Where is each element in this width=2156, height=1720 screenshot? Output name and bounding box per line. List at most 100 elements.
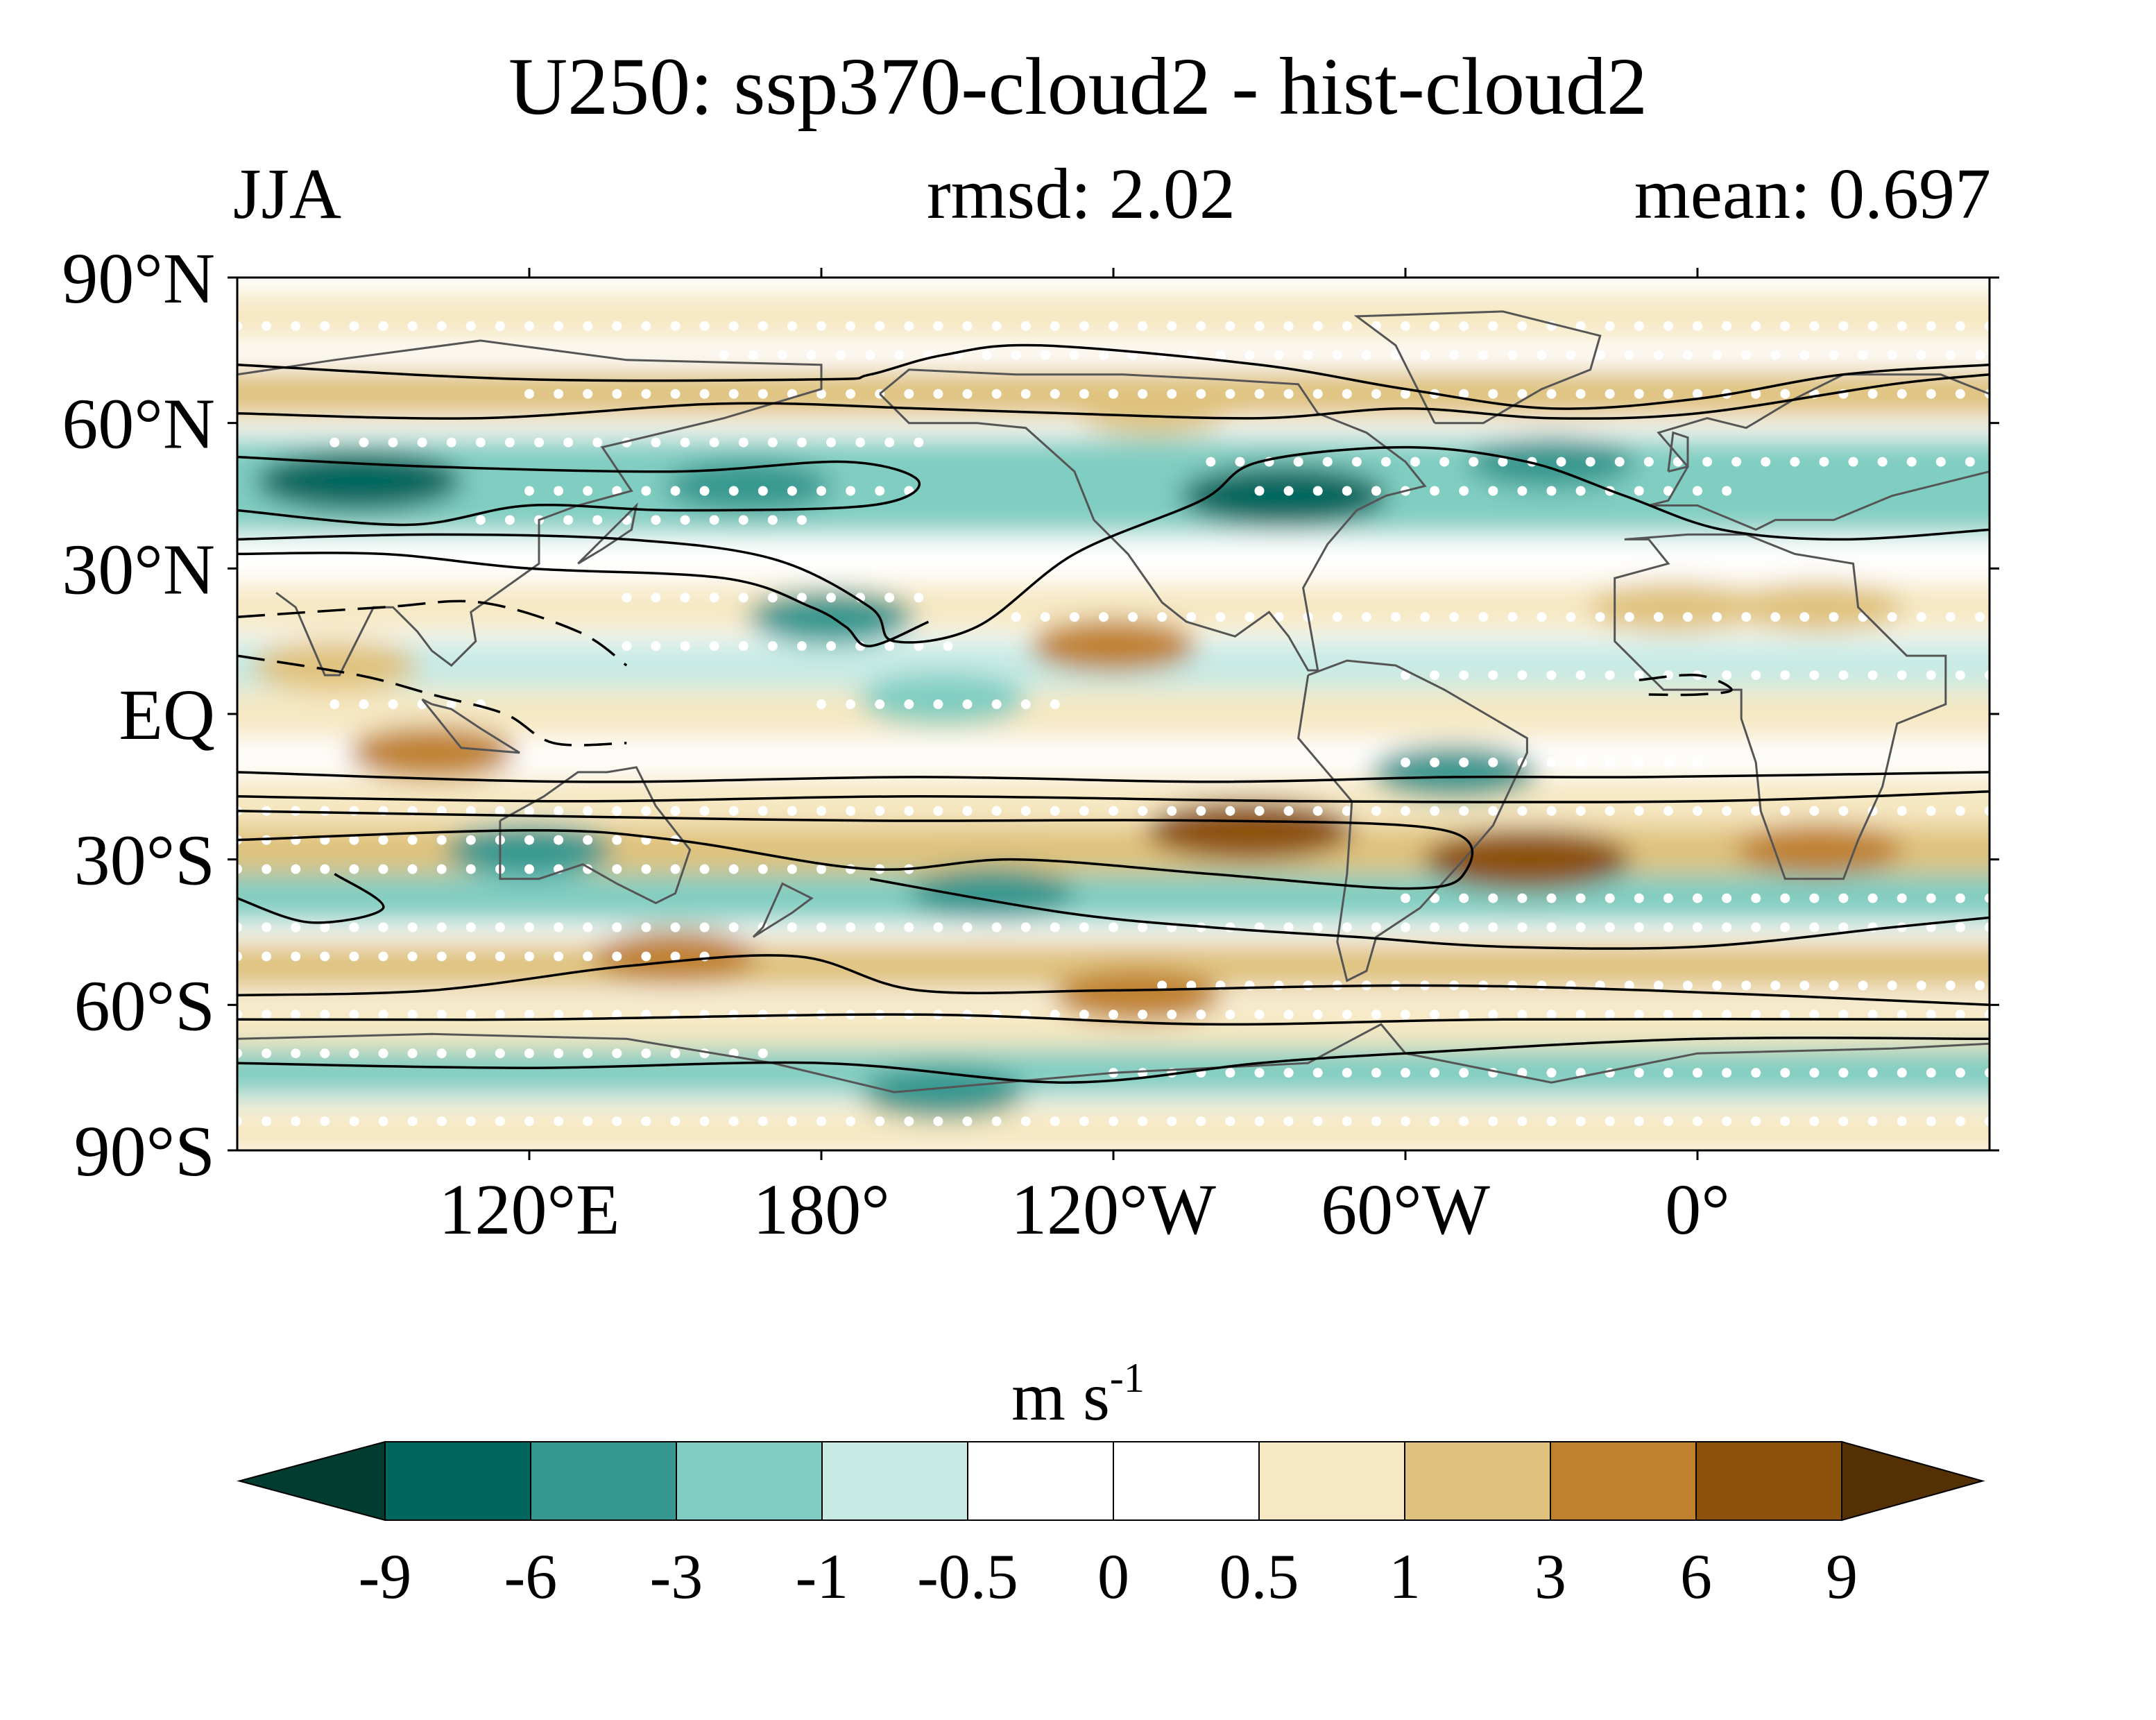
anomaly-blob bbox=[1423, 828, 1632, 890]
stipple-dot bbox=[1838, 1068, 1849, 1078]
stipple-dot bbox=[651, 593, 661, 603]
stipple-dot bbox=[1401, 806, 1410, 816]
stipple-dot bbox=[524, 389, 534, 399]
stipple-dot bbox=[320, 1010, 330, 1020]
stipple-dot bbox=[1517, 806, 1528, 816]
stipple-dot bbox=[1575, 1116, 1586, 1127]
stipple-dot bbox=[787, 922, 797, 933]
stipple-dot bbox=[465, 951, 476, 962]
climatology-contour bbox=[869, 877, 1990, 950]
stipple-dot bbox=[1546, 922, 1557, 933]
stipple-dot bbox=[641, 806, 651, 816]
lat-tick-label: EQ bbox=[119, 675, 215, 755]
stipple-dot bbox=[1867, 1068, 1878, 1078]
stipple-dot bbox=[436, 1010, 447, 1020]
stipple-dot bbox=[904, 321, 914, 331]
stipple-dot bbox=[612, 321, 622, 331]
stipple-dot bbox=[914, 641, 924, 652]
anomaly-blob bbox=[1069, 382, 1236, 435]
stipple-dot bbox=[1916, 350, 1926, 360]
stipple-dot bbox=[465, 1116, 476, 1127]
stipple-dot bbox=[1410, 457, 1421, 467]
lon-tick-label: 0° bbox=[1665, 1170, 1730, 1250]
colorbar-extend-low bbox=[237, 1440, 386, 1522]
stipple-dot bbox=[407, 1010, 418, 1020]
stipple-dot bbox=[816, 699, 826, 710]
stipple-dot bbox=[320, 951, 330, 962]
stipple-dot bbox=[699, 864, 710, 874]
stipple-dot bbox=[1897, 1116, 1907, 1127]
stipple-dot bbox=[1196, 321, 1206, 331]
stipple-dot bbox=[904, 922, 914, 933]
stipple-dot bbox=[933, 699, 943, 710]
stipple-dot bbox=[1663, 1010, 1673, 1020]
stipple-dot bbox=[1722, 806, 1732, 816]
stipple-dot bbox=[1780, 1010, 1790, 1020]
coastline bbox=[1667, 431, 1689, 473]
stipple-dot bbox=[641, 951, 651, 962]
stipple-dot bbox=[622, 593, 632, 603]
colorbar-box bbox=[1258, 1441, 1405, 1521]
colorbar-tick-label: 0 bbox=[1097, 1541, 1129, 1612]
stipple-dot bbox=[1517, 922, 1528, 933]
stipple-dot bbox=[1780, 806, 1790, 816]
stipple-dot bbox=[816, 389, 826, 399]
stipple-dot bbox=[1955, 321, 1965, 331]
stipple-dot bbox=[583, 806, 593, 816]
stipple-dot bbox=[1829, 980, 1839, 991]
stipple-dot bbox=[1575, 1010, 1586, 1020]
stipple-dot bbox=[1974, 612, 1985, 622]
stipple-dot bbox=[1799, 612, 1810, 622]
stipple-dot bbox=[1459, 922, 1469, 933]
stipple-dot bbox=[1722, 922, 1732, 933]
stipple-dot bbox=[1020, 806, 1031, 816]
lat-tick-label: 60°S bbox=[74, 966, 215, 1046]
stipple-dot bbox=[495, 951, 505, 962]
stipple-dot bbox=[1867, 321, 1878, 331]
stipple-dot bbox=[1430, 486, 1440, 496]
coastline bbox=[1353, 310, 1602, 425]
stipple-dot bbox=[1877, 457, 1888, 467]
mean-label: mean: 0.697 bbox=[1634, 154, 1991, 234]
stipple-dot bbox=[1380, 457, 1391, 467]
stipple-dot bbox=[1011, 350, 1021, 360]
anomaly-band bbox=[237, 1107, 1990, 1150]
stipple-dot bbox=[670, 1048, 681, 1059]
stipple-dot bbox=[1546, 389, 1557, 399]
stipple-dot bbox=[680, 593, 690, 603]
stipple-dot bbox=[962, 699, 973, 710]
stipple-dot bbox=[1605, 389, 1615, 399]
stipple-dot bbox=[1575, 922, 1586, 933]
stipple-dot bbox=[748, 350, 758, 360]
stipple-dot bbox=[1819, 457, 1829, 467]
stipple-dot bbox=[1955, 670, 1965, 681]
stipple-dot bbox=[1138, 321, 1148, 331]
stipple-dot bbox=[884, 641, 895, 652]
stipple-dot bbox=[758, 806, 768, 816]
stipple-dot bbox=[796, 641, 807, 652]
stipple-dot bbox=[1595, 612, 1605, 622]
stipple-dot bbox=[1751, 922, 1761, 933]
stipple-dot bbox=[554, 321, 564, 331]
stipple-dot bbox=[349, 1048, 359, 1059]
stipple-dot bbox=[1459, 806, 1469, 816]
stipple-dot bbox=[1663, 1116, 1673, 1127]
stipple-dot bbox=[1225, 321, 1235, 331]
stipple-dot bbox=[1682, 612, 1693, 622]
stipple-dot bbox=[1517, 1010, 1528, 1020]
climatology-contour bbox=[237, 873, 385, 924]
colorbar-box bbox=[967, 1441, 1114, 1521]
stipple-dot bbox=[1838, 806, 1849, 816]
stipple-dot bbox=[1244, 350, 1255, 360]
stipple-dot bbox=[583, 486, 593, 496]
stipple-dot bbox=[991, 1010, 1002, 1020]
lat-tick-label: 90°S bbox=[74, 1112, 215, 1191]
stipple-dot bbox=[1829, 350, 1839, 360]
stipple-dot bbox=[1283, 389, 1294, 399]
stipple-dot bbox=[846, 389, 856, 399]
stipple-dot bbox=[1770, 350, 1781, 360]
stipple-dot bbox=[767, 437, 778, 448]
stipple-dot bbox=[855, 437, 866, 448]
stipple-dot bbox=[1546, 486, 1557, 496]
stipple-dot bbox=[1040, 612, 1050, 622]
